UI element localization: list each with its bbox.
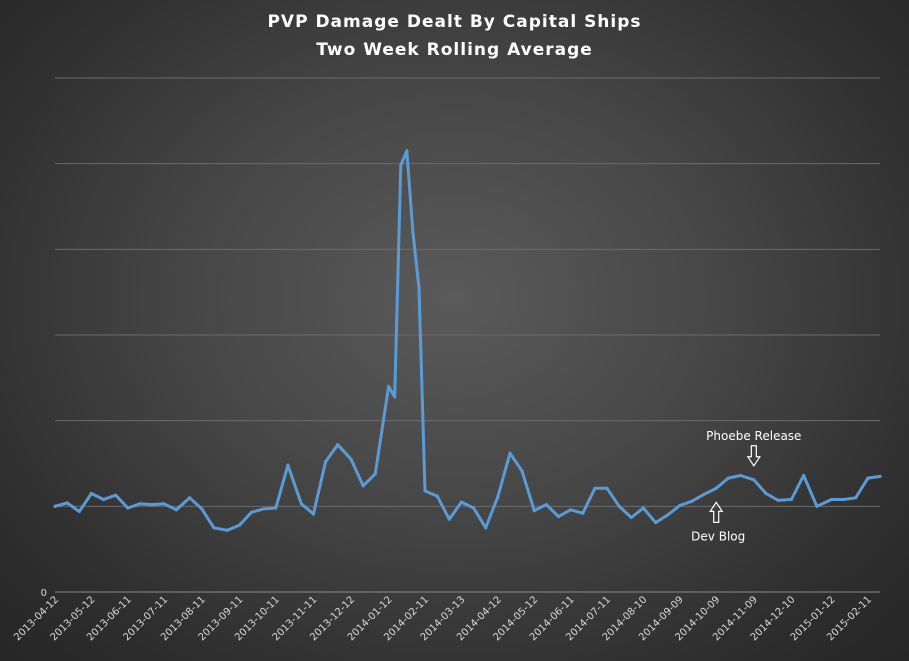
data-point: [854, 496, 858, 500]
data-point: [150, 503, 154, 507]
x-tick-labels: 2013-04-122013-05-122013-06-112013-07-11…: [12, 594, 874, 643]
data-point: [114, 493, 118, 497]
chart-title: PVP Damage Dealt By Capital Ships: [267, 12, 641, 32]
data-point: [878, 474, 882, 478]
data-point: [776, 498, 780, 502]
data-point: [654, 521, 658, 525]
chart-subtitle: Two Week Rolling Average: [316, 40, 593, 60]
data-point: [417, 286, 421, 290]
data-point: [764, 491, 768, 496]
data-point: [399, 163, 403, 167]
data-point: [752, 478, 756, 482]
data-point: [188, 496, 192, 500]
annotation-label: Dev Blog: [691, 529, 745, 543]
data-point: [274, 506, 278, 510]
series-line: [53, 149, 882, 532]
data-point: [666, 513, 670, 517]
data-point: [641, 506, 646, 510]
data-points: [53, 149, 882, 532]
data-point: [435, 494, 439, 498]
data-point: [138, 502, 142, 506]
data-point: [702, 492, 706, 496]
data-point: [789, 497, 794, 502]
data-point: [629, 515, 633, 520]
data-point: [262, 507, 266, 511]
data-point: [593, 486, 597, 490]
data-point: [569, 508, 573, 512]
data-point: [508, 451, 512, 455]
data-point: [866, 476, 870, 480]
data-point: [311, 512, 315, 516]
data-point: [484, 526, 488, 530]
data-point: [520, 469, 524, 473]
data-point: [405, 149, 409, 153]
data-point: [556, 515, 561, 519]
data-point: [89, 491, 93, 496]
annotation-label: Phoebe Release: [706, 429, 801, 443]
data-point: [249, 510, 254, 514]
data-point: [714, 486, 718, 490]
data-point: [361, 484, 365, 488]
data-point: [678, 503, 682, 508]
data-point: [815, 504, 819, 508]
data-point: [447, 517, 451, 521]
data-point: [605, 486, 609, 490]
data-point: [459, 500, 463, 504]
data-point: [387, 384, 391, 388]
data-point: [411, 230, 415, 234]
data-point: [617, 504, 621, 508]
data-point: [472, 506, 476, 510]
data-point: [174, 508, 178, 512]
data-point: [393, 395, 397, 399]
data-point: [200, 507, 204, 511]
data-point: [496, 495, 500, 499]
data-point: [101, 497, 106, 502]
data-point: [237, 523, 241, 527]
data-point: [324, 460, 328, 464]
data-point: [126, 506, 130, 510]
data-point: [802, 473, 806, 478]
data-point: [581, 511, 585, 515]
data-point: [53, 504, 57, 508]
gridlines: [55, 77, 880, 507]
data-point: [349, 457, 353, 461]
annotation-arrow: [746, 445, 761, 467]
data-point: [373, 472, 377, 476]
data-point: [423, 489, 427, 493]
annotations: Phoebe Release Dev Blog: [691, 429, 801, 544]
annotation-arrow: [709, 501, 724, 523]
data-point: [225, 528, 229, 532]
data-point: [162, 502, 166, 506]
data-point: [299, 502, 303, 506]
data-point: [690, 499, 694, 503]
data-point: [532, 509, 536, 513]
data-point: [336, 443, 340, 447]
data-point: [726, 476, 730, 480]
data-point: [544, 503, 549, 507]
data-point: [212, 526, 216, 530]
data-point: [77, 509, 81, 514]
data-point: [65, 501, 69, 505]
y-tick-label: 0: [41, 588, 47, 599]
data-point: [829, 497, 834, 502]
data-point: [738, 473, 743, 478]
data-point: [286, 463, 290, 467]
data-point: [842, 497, 846, 502]
